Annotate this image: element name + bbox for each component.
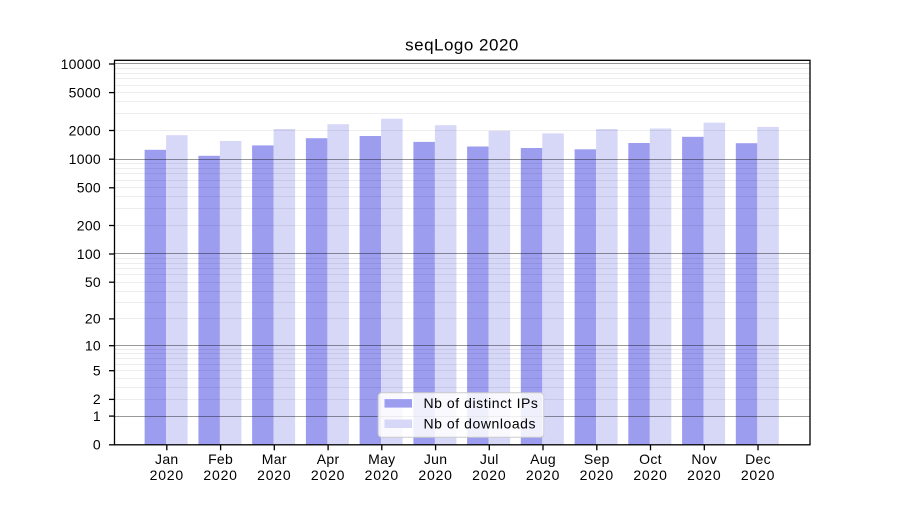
- svg-text:100: 100: [77, 246, 101, 262]
- svg-text:2020: 2020: [311, 467, 345, 483]
- svg-text:Dec: Dec: [745, 451, 771, 467]
- svg-text:2020: 2020: [203, 467, 237, 483]
- svg-text:2: 2: [93, 391, 101, 407]
- svg-text:2000: 2000: [69, 122, 101, 138]
- svg-text:Mar: Mar: [262, 451, 287, 467]
- svg-text:Nov: Nov: [691, 451, 717, 467]
- svg-text:10: 10: [85, 338, 101, 354]
- svg-text:2020: 2020: [418, 467, 452, 483]
- svg-text:2020: 2020: [687, 467, 721, 483]
- svg-text:2020: 2020: [365, 467, 399, 483]
- svg-text:2020: 2020: [257, 467, 291, 483]
- svg-text:200: 200: [77, 217, 101, 233]
- svg-text:20: 20: [85, 311, 101, 327]
- svg-text:1000: 1000: [69, 151, 101, 167]
- svg-text:Nb of distinct IPs: Nb of distinct IPs: [424, 395, 539, 411]
- svg-text:Jan: Jan: [155, 451, 178, 467]
- svg-text:Nb of downloads: Nb of downloads: [424, 415, 537, 431]
- svg-text:0: 0: [93, 437, 101, 453]
- svg-text:Oct: Oct: [639, 451, 662, 467]
- svg-text:1: 1: [93, 408, 101, 424]
- svg-text:500: 500: [77, 180, 101, 196]
- svg-text:10000: 10000: [61, 56, 101, 72]
- svg-text:2020: 2020: [150, 467, 184, 483]
- svg-text:Sep: Sep: [584, 451, 610, 467]
- svg-text:2020: 2020: [580, 467, 614, 483]
- svg-text:Jul: Jul: [480, 451, 499, 467]
- svg-text:2020: 2020: [526, 467, 560, 483]
- svg-text:Apr: Apr: [317, 451, 340, 467]
- svg-text:2020: 2020: [741, 467, 775, 483]
- svg-text:Jun: Jun: [424, 451, 447, 467]
- svg-text:5000: 5000: [69, 84, 101, 100]
- svg-text:Feb: Feb: [208, 451, 233, 467]
- svg-text:seqLogo 2020: seqLogo 2020: [405, 35, 519, 54]
- svg-text:5: 5: [93, 363, 101, 379]
- svg-text:Aug: Aug: [530, 451, 556, 467]
- svg-text:2020: 2020: [633, 467, 667, 483]
- svg-text:2020: 2020: [472, 467, 506, 483]
- svg-text:50: 50: [85, 274, 101, 290]
- svg-text:May: May: [368, 451, 395, 467]
